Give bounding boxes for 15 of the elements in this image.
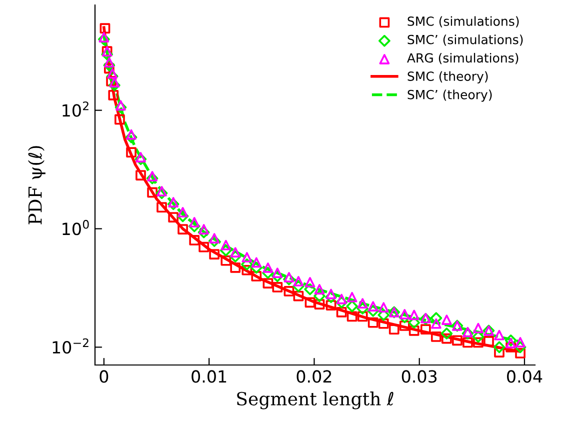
legend-label: SMC’ (simulations) [408,34,523,46]
y-tick-label: 10$^{2}$ [62,101,88,117]
x-tick-label: 0.03 [402,370,437,383]
legend-label: ARG (simulations) [407,52,518,64]
y-tick-label: 10$^{−2}$ [52,338,88,354]
x-tick-label: 0.04 [507,370,542,383]
legend-label: SMC (theory) [408,71,488,84]
y-tick-label: 10$^{0}$ [62,220,89,236]
x-tick-label: 0.01 [192,370,226,383]
legend-label: SMC (simulations) [408,16,519,28]
y-axis-title: PDF ψ(ℓ) [28,146,46,224]
x-tick-label: 0.02 [296,370,332,383]
x-axis-title: Segment length ℓ [237,392,394,410]
legend-label: SMC’ (theory) [408,90,492,102]
x-tick-label: 0 [100,370,108,383]
